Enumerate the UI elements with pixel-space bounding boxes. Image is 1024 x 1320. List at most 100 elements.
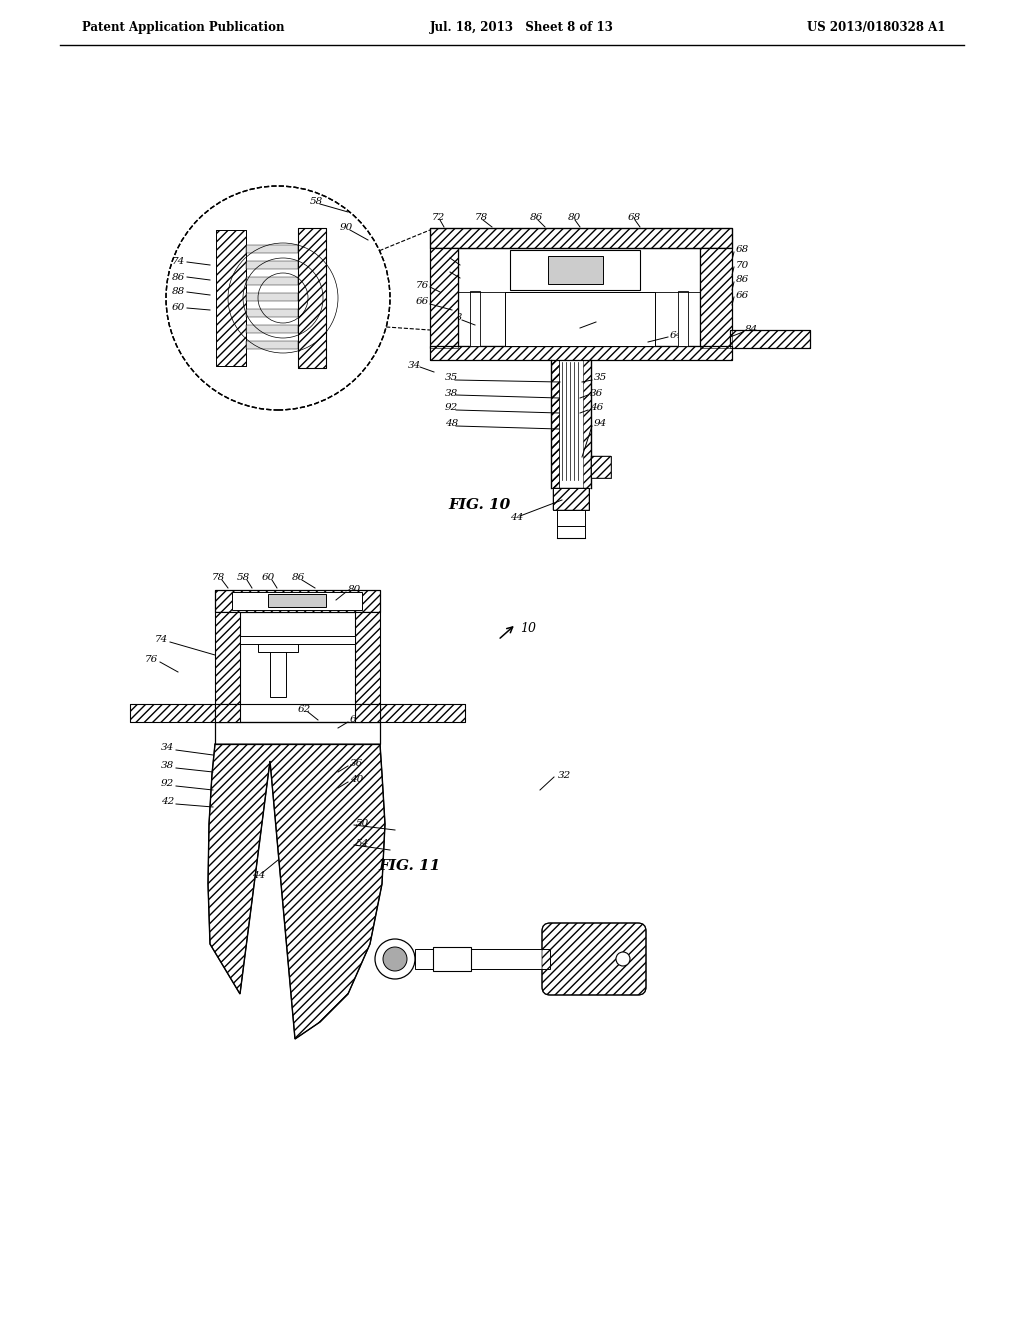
Bar <box>430 248 458 348</box>
Bar <box>730 330 810 348</box>
Bar <box>258 644 298 652</box>
Text: 66: 66 <box>416 297 429 306</box>
Text: 86: 86 <box>430 265 443 275</box>
Text: 10: 10 <box>520 622 536 635</box>
Text: 70: 70 <box>736 260 750 269</box>
Bar <box>268 594 326 607</box>
Polygon shape <box>208 744 385 1039</box>
Bar <box>215 612 240 704</box>
Bar <box>246 293 298 301</box>
Bar <box>215 590 380 612</box>
Bar <box>430 228 732 248</box>
Text: 36: 36 <box>590 388 603 397</box>
Text: 64: 64 <box>670 330 683 339</box>
Bar <box>678 290 688 346</box>
Bar <box>583 360 591 488</box>
Text: 88: 88 <box>172 288 185 297</box>
Text: 74: 74 <box>430 252 443 260</box>
Bar <box>458 248 700 346</box>
Bar <box>548 256 603 284</box>
Text: 60: 60 <box>262 573 275 582</box>
Bar <box>730 330 810 348</box>
Bar <box>415 949 550 969</box>
Circle shape <box>616 952 630 966</box>
Text: 38: 38 <box>161 762 174 771</box>
Bar <box>298 228 326 368</box>
Bar <box>551 360 559 488</box>
Text: Jul. 18, 2013   Sheet 8 of 13: Jul. 18, 2013 Sheet 8 of 13 <box>430 21 613 33</box>
Text: 90: 90 <box>340 223 353 232</box>
Bar <box>355 704 380 722</box>
Text: FIG. 11: FIG. 11 <box>378 859 440 873</box>
Text: 68: 68 <box>628 214 641 223</box>
Text: 76: 76 <box>416 281 429 289</box>
Text: 62: 62 <box>298 705 311 714</box>
Text: Patent Application Publication: Patent Application Publication <box>82 21 285 33</box>
Bar <box>553 488 589 510</box>
Bar <box>551 360 559 488</box>
Bar <box>470 290 480 346</box>
Text: 58: 58 <box>237 573 250 582</box>
Bar <box>270 649 286 697</box>
Text: 50: 50 <box>356 818 370 828</box>
Bar <box>700 248 732 348</box>
Bar <box>246 261 298 269</box>
Bar <box>430 248 458 348</box>
Text: 94: 94 <box>594 420 607 429</box>
Text: 72: 72 <box>432 214 445 223</box>
Text: 68: 68 <box>450 314 463 322</box>
Text: 34: 34 <box>408 360 421 370</box>
Bar <box>510 249 640 290</box>
Bar <box>216 230 246 366</box>
Text: 80: 80 <box>348 586 361 594</box>
Bar <box>557 525 585 539</box>
Text: 62: 62 <box>598 315 611 325</box>
Bar <box>430 228 732 248</box>
Bar <box>380 704 465 722</box>
Bar <box>215 704 240 722</box>
Bar <box>130 704 215 722</box>
Text: 78: 78 <box>475 214 488 223</box>
Bar <box>433 946 471 972</box>
Text: 32: 32 <box>558 771 571 780</box>
Bar <box>355 612 380 704</box>
Bar <box>216 230 246 366</box>
Bar <box>591 455 611 478</box>
Text: 68: 68 <box>736 246 750 255</box>
Text: 66: 66 <box>736 290 750 300</box>
Text: 78: 78 <box>212 573 225 582</box>
Bar <box>215 722 380 744</box>
Bar <box>430 346 732 360</box>
Text: 60: 60 <box>172 304 185 313</box>
Text: 86: 86 <box>292 573 305 582</box>
Bar <box>246 309 298 317</box>
Text: US 2013/0180328 A1: US 2013/0180328 A1 <box>807 21 945 33</box>
Bar <box>553 488 589 510</box>
Text: 42: 42 <box>161 797 174 807</box>
Bar <box>355 612 380 704</box>
Bar <box>700 248 732 348</box>
Text: 35: 35 <box>594 374 607 383</box>
Bar <box>591 455 611 478</box>
Text: 34: 34 <box>161 743 174 752</box>
Text: 58: 58 <box>310 198 324 206</box>
Text: 92: 92 <box>161 780 174 788</box>
FancyBboxPatch shape <box>542 923 646 995</box>
Text: 74: 74 <box>172 257 185 267</box>
Text: 86: 86 <box>530 214 544 223</box>
Text: 44: 44 <box>510 513 523 523</box>
Text: 84: 84 <box>745 326 758 334</box>
Bar <box>505 292 655 346</box>
Bar <box>551 360 559 488</box>
Text: 36: 36 <box>350 759 364 768</box>
Bar <box>380 704 465 722</box>
Text: 46: 46 <box>590 404 603 412</box>
Bar <box>583 360 591 488</box>
Bar <box>215 590 380 612</box>
Text: 54: 54 <box>356 838 370 847</box>
Text: 86: 86 <box>172 272 185 281</box>
Bar <box>246 325 298 333</box>
Text: 86: 86 <box>736 276 750 285</box>
Text: 44: 44 <box>252 870 265 879</box>
Circle shape <box>166 186 390 411</box>
